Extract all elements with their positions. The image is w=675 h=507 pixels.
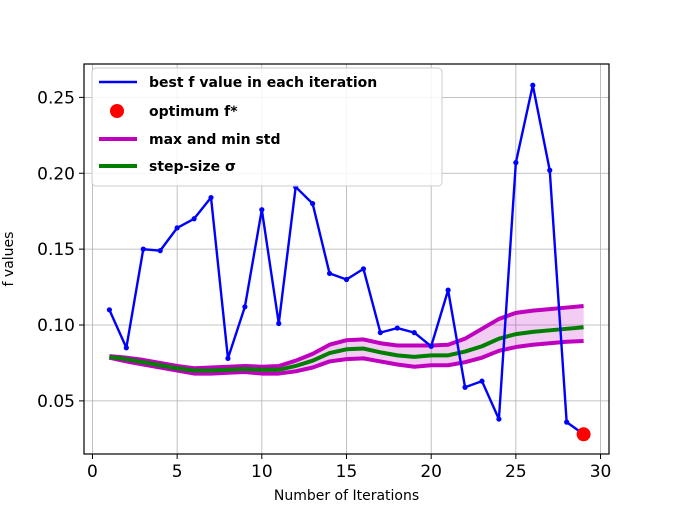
x-tick-label: 5 — [172, 462, 183, 482]
best-f-point — [360, 266, 367, 272]
y-axis-label: f values — [1, 232, 17, 287]
x-tick-label: 10 — [251, 462, 273, 482]
legend-label: step-size σ — [149, 159, 236, 175]
std-band-fill — [109, 306, 584, 374]
best-f-point — [208, 194, 214, 201]
best-f-point — [428, 343, 434, 349]
best-f-point — [513, 160, 519, 166]
y-tick-label: 0.20 — [37, 164, 75, 184]
best-f-point — [259, 207, 265, 213]
best-f-point — [496, 416, 502, 422]
optimum-point — [576, 427, 591, 442]
data-points — [106, 82, 587, 437]
best-f-point — [377, 329, 383, 336]
x-axis-label: Number of Iterations — [274, 488, 419, 504]
best-f-point — [547, 167, 553, 173]
best-f-point — [564, 419, 570, 425]
legend-label: max and min std — [149, 132, 281, 148]
best-f-point — [326, 270, 333, 277]
best-f-point — [225, 355, 231, 361]
best-f-point — [411, 329, 417, 336]
x-tick-label: 15 — [336, 462, 358, 482]
best-f-point — [191, 216, 197, 222]
x-tick-label: 0 — [87, 462, 98, 482]
y-tick-label: 0.25 — [37, 88, 75, 108]
best-f-point — [174, 225, 180, 231]
series-layer — [108, 84, 585, 436]
x-tick-label: 30 — [590, 462, 612, 482]
y-tick-label: 0.10 — [37, 316, 75, 336]
axis-ticks: 0 5 10 15 20 25 30 0.05 0.10 0.15 0.20 0.25 — [37, 88, 611, 482]
legend-box — [91, 67, 443, 187]
legend: best f value in each iteration optimum f*… — [91, 67, 443, 187]
legend-label: optimum f* — [149, 104, 238, 120]
best-f-point — [276, 320, 282, 327]
best-f-point — [140, 246, 146, 252]
best-f-point — [530, 82, 536, 88]
best-f-point — [343, 276, 350, 283]
best-f-point — [462, 384, 468, 390]
best-f-point — [479, 378, 485, 384]
x-tick-label: 25 — [505, 462, 527, 482]
best-f-point — [394, 325, 400, 331]
std-band — [109, 306, 584, 374]
optimum-layer — [576, 427, 591, 442]
best-f-point — [157, 248, 163, 254]
y-tick-label: 0.15 — [37, 240, 75, 260]
legend-swatch — [110, 104, 124, 118]
best-f-point — [106, 307, 113, 313]
x-tick-label: 20 — [420, 462, 442, 482]
best-f-point — [242, 304, 248, 310]
best-f-point — [310, 201, 316, 207]
y-tick-label: 0.05 — [37, 392, 75, 412]
best-f-point — [123, 345, 129, 351]
legend-label: best f value in each iteration — [149, 75, 377, 91]
best-f-point — [445, 287, 451, 293]
